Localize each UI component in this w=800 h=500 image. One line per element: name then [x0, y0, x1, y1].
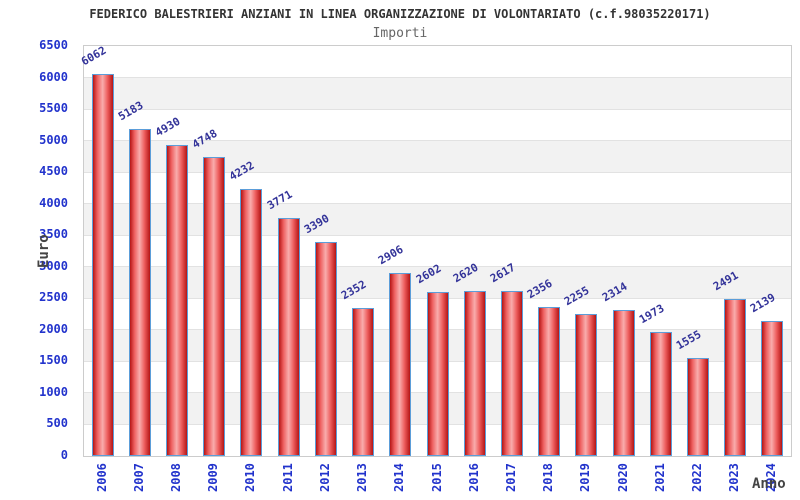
x-axis-tick-label: 2006 [95, 463, 109, 492]
y-axis-tick-label: 4000 [39, 195, 68, 210]
x-axis-tick-label: 2021 [653, 463, 667, 492]
bar-2024 [761, 321, 783, 456]
x-axis-tick-label: 2020 [616, 463, 630, 492]
x-axis-tick-label: 2011 [281, 463, 295, 492]
x-axis-tick-label: 2008 [169, 463, 183, 492]
x-axis-tick-label: 2019 [578, 463, 592, 492]
y-axis-tick-label: 500 [46, 416, 68, 431]
x-axis-tick-label: 2015 [430, 463, 444, 492]
x-axis-tick-label: 2009 [206, 463, 220, 492]
bar-2015 [427, 292, 449, 456]
x-axis-tick-label: 2012 [318, 463, 332, 492]
bar-2022 [687, 358, 709, 456]
y-axis-tick-label: 3500 [39, 227, 68, 242]
x-axis-title: Anno [752, 476, 786, 492]
gridline [84, 234, 791, 236]
bar-2019 [575, 314, 597, 456]
y-axis-tick-label: 5000 [39, 132, 68, 147]
gridline [84, 266, 791, 268]
bar-2020 [613, 310, 635, 456]
gridline [84, 203, 791, 205]
bar-2009 [203, 157, 225, 456]
bar-2012 [315, 242, 337, 456]
bar-2013 [352, 308, 374, 456]
x-axis-tick-label: 2017 [504, 463, 518, 492]
bar-2023 [724, 299, 746, 456]
y-axis-tick-label: 2500 [39, 290, 68, 305]
x-axis-tick-label: 2022 [690, 463, 704, 492]
y-axis-tick-label: 2000 [39, 321, 68, 336]
y-axis-tick-label: 6500 [39, 38, 68, 52]
bar-2011 [278, 218, 300, 456]
x-axis-tick-label: 2014 [392, 463, 406, 492]
y-axis-tick-label: 1000 [39, 384, 68, 399]
bar-2021 [650, 332, 672, 456]
plot-band [84, 203, 791, 236]
bar-2010 [240, 189, 262, 456]
gridline [84, 140, 791, 142]
plot-band [84, 140, 791, 173]
x-axis-tick-label: 2023 [727, 463, 741, 492]
x-axis-tick-label: 2010 [243, 463, 257, 492]
y-axis-tick-label: 5500 [39, 101, 68, 116]
bar-2007 [129, 129, 151, 456]
y-axis-tick-label: 1500 [39, 353, 68, 368]
x-axis-tick-label: 2007 [132, 463, 146, 492]
plot-band [84, 77, 791, 110]
bar-2006 [92, 74, 114, 456]
gridline [84, 77, 791, 79]
y-axis-tick-label: 0 [60, 448, 68, 462]
gridline [84, 171, 791, 173]
bar-2008 [166, 145, 188, 456]
y-axis-tick-label: 4500 [39, 164, 68, 179]
chart-subtitle: Importi [372, 26, 428, 41]
bar-2014 [389, 273, 411, 456]
bar-2018 [538, 307, 560, 456]
x-axis-tick-label: 2013 [355, 463, 369, 492]
gridline [84, 108, 791, 110]
y-axis-title: Euro [36, 234, 52, 268]
y-axis-tick-label: 3000 [39, 258, 68, 273]
y-axis-tick-label: 6000 [39, 69, 68, 84]
bar-2016 [464, 291, 486, 456]
x-axis-tick-label: 2018 [541, 463, 555, 492]
plot-area [83, 45, 792, 457]
x-axis-tick-label: 2016 [467, 463, 481, 492]
bar-2017 [501, 291, 523, 456]
chart-title: FEDERICO BALESTRIERI ANZIANI IN LINEA OR… [89, 7, 711, 21]
